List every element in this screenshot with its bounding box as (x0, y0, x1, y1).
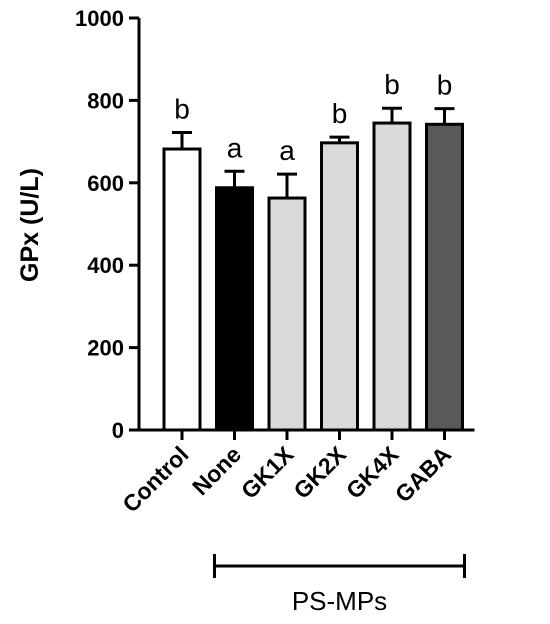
bar-gk4x (372, 121, 412, 432)
significance-letter: b (174, 94, 190, 125)
bar-gaba (425, 122, 464, 432)
y-tick-label: 1000 (75, 6, 124, 31)
significance-letter: b (384, 69, 400, 100)
significance-letter: b (437, 70, 453, 101)
significance-letter: a (227, 132, 243, 163)
y-tick-label: 0 (112, 418, 124, 443)
bar-control (162, 147, 202, 432)
x-category-label: GK2X (288, 441, 351, 504)
x-category-label: None (187, 441, 246, 500)
bar-gk1x (267, 196, 307, 432)
significance-letter: a (279, 135, 295, 166)
x-category-label: GK1X (236, 441, 299, 504)
group-bracket-label: PS-MPs (292, 586, 387, 616)
y-tick-label: 400 (87, 253, 124, 278)
y-axis-title: GPx (U/L) (16, 168, 44, 282)
x-category-label: Control (117, 441, 193, 517)
bar-gk2x (320, 141, 359, 432)
y-tick-label: 800 (87, 88, 124, 113)
bar-none (215, 186, 254, 432)
y-tick-label: 200 (87, 336, 124, 361)
plot-area: 0 200 400 600 800 1000 b Control a None a GK1X b GK2X… (75, 6, 475, 616)
y-tick-label: 600 (87, 171, 124, 196)
x-category-label: GABA (390, 441, 456, 507)
significance-letter: b (332, 98, 348, 129)
